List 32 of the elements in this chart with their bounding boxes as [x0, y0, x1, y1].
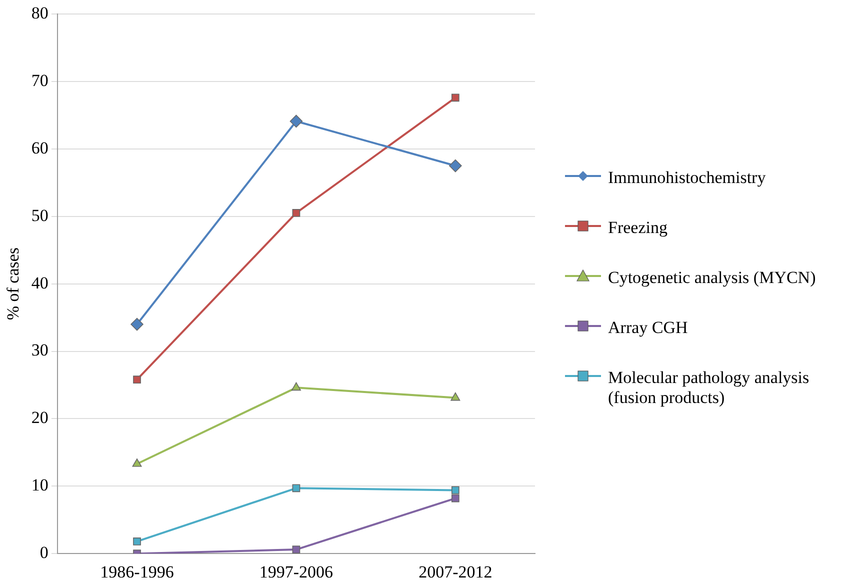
x-tick-label: 2007-2012	[418, 562, 492, 582]
point	[290, 114, 303, 128]
point	[292, 484, 300, 492]
point	[449, 159, 462, 172]
legend-label: Freezing	[608, 218, 668, 238]
point	[133, 376, 141, 384]
legend-label: Immunohistochemistry	[608, 168, 767, 188]
point	[133, 538, 141, 546]
legend-label: Molecular pathology analysis (fusion products)	[608, 368, 810, 408]
y-tick-label: 40	[31, 273, 48, 292]
y-axis-title: % of cases	[4, 247, 23, 320]
y-tick-label: 10	[31, 476, 48, 495]
x-tick-label: 1997-2006	[259, 562, 334, 582]
point	[291, 382, 301, 391]
y-tick-label: 50	[31, 206, 48, 225]
y-tick-label: 0	[40, 543, 48, 562]
point	[292, 546, 300, 554]
y-tick-label: 30	[31, 340, 48, 360]
point	[292, 209, 300, 217]
point	[451, 494, 460, 502]
point	[130, 318, 144, 331]
y-tick-label: 70	[31, 70, 48, 90]
y-tick-label: 80	[31, 3, 48, 22]
point	[451, 486, 460, 494]
point	[451, 94, 460, 102]
legend-label: Array CGH	[608, 318, 689, 338]
point	[132, 458, 142, 467]
legend-label: Cytogenetic analysis (MYCN)	[608, 268, 817, 288]
y-tick-label: 20	[31, 408, 48, 428]
y-tick-label: 60	[31, 138, 48, 158]
point	[450, 392, 460, 401]
x-tick-label: 1986-1996	[100, 562, 174, 582]
